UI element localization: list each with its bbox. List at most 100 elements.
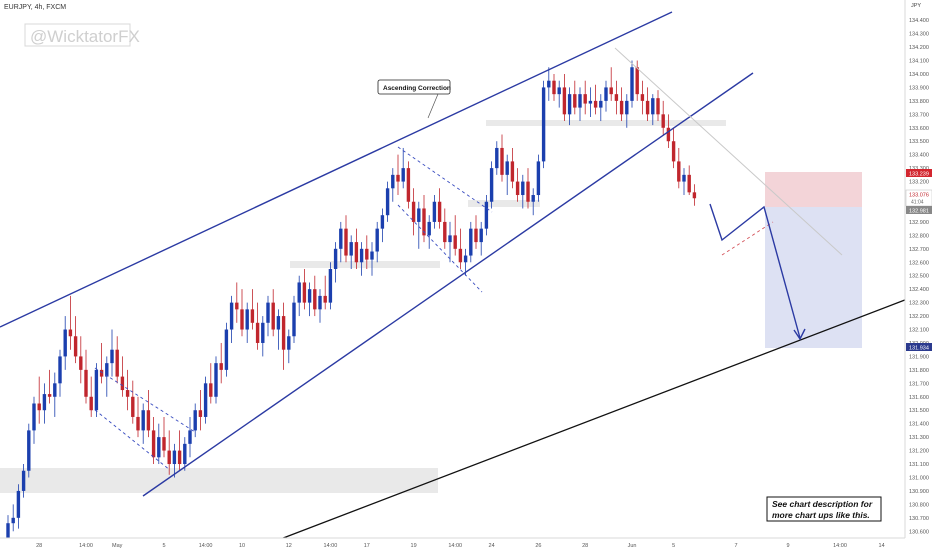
candle <box>292 295 296 343</box>
support-zone-mid <box>290 261 440 268</box>
candle <box>531 188 535 216</box>
price-tick-label: 131.000 <box>909 475 929 481</box>
candle <box>131 380 135 424</box>
candle <box>437 188 442 229</box>
time-tick-label: 10 <box>239 543 245 549</box>
candle <box>401 147 405 189</box>
candle-body <box>261 322 265 343</box>
candle <box>323 275 327 310</box>
candle <box>422 195 426 243</box>
candle-body <box>136 416 140 431</box>
candle-body <box>245 309 249 330</box>
candle <box>318 289 322 323</box>
time-tick-label: 17 <box>364 543 370 549</box>
candle <box>463 248 468 276</box>
candle-body <box>89 396 93 411</box>
candle <box>406 161 411 209</box>
candle <box>250 289 255 330</box>
candle-body <box>209 383 213 397</box>
candle <box>380 208 385 243</box>
time-tick-label: 14:00 <box>199 543 213 549</box>
candle-body <box>214 363 218 397</box>
candle <box>630 60 634 108</box>
candle-body <box>276 316 281 330</box>
support-zone-low <box>0 468 438 493</box>
candle-body <box>463 255 468 263</box>
support-trendline[interactable] <box>277 297 911 541</box>
candle <box>495 141 499 175</box>
candle-body <box>120 376 125 391</box>
candle <box>448 221 452 263</box>
price-tick-label: 130.900 <box>909 489 929 495</box>
currency-label: JPY <box>911 3 921 9</box>
watermark-text: @WicktatorFX <box>30 27 140 46</box>
time-tick-label: 24 <box>489 543 495 549</box>
flag-1-lower <box>94 409 171 471</box>
candle <box>489 161 494 209</box>
candle-body <box>172 450 177 465</box>
price-tick-label: 134.400 <box>909 18 929 24</box>
candle-body <box>401 168 405 182</box>
price-tick-label: 133.700 <box>909 112 929 118</box>
time-axis[interactable]: 28 14:00 May 5 14:00 10 12 14:00 17 19 14:00 24 26 28… <box>0 537 932 550</box>
channel-upper-line[interactable] <box>0 11 673 328</box>
candle-body <box>229 302 234 330</box>
time-tick-label: 14:00 <box>448 543 462 549</box>
channel-lower-line[interactable] <box>142 72 754 497</box>
candle <box>567 87 572 126</box>
candle <box>339 221 343 263</box>
candle <box>110 329 114 377</box>
price-tick-label: 130.800 <box>909 502 929 508</box>
candle <box>115 336 119 384</box>
note-line-2: more chart ups like this. <box>772 510 870 520</box>
price-tick-label: 133.500 <box>909 139 929 145</box>
time-tick-label: 12 <box>286 543 292 549</box>
candle-body <box>625 100 629 115</box>
price-tick-label: 133.900 <box>909 85 929 91</box>
candle <box>619 87 624 122</box>
price-axis[interactable]: JPY 134.400 134.300 134.200 134.100 134.000 1… <box>904 0 932 538</box>
candle-body <box>541 87 546 162</box>
candle <box>53 372 57 417</box>
candle-body <box>307 289 312 303</box>
candle <box>578 87 582 122</box>
candle <box>391 168 395 202</box>
candle <box>333 242 338 283</box>
candle-body <box>479 228 483 243</box>
candle-body <box>458 248 463 263</box>
time-tick-label: May <box>112 543 123 549</box>
candle-body <box>422 208 426 236</box>
candle-body <box>677 161 681 182</box>
candle-body <box>344 228 348 256</box>
candle <box>573 80 577 115</box>
candle <box>157 423 161 465</box>
candle <box>125 369 130 411</box>
candle-body <box>578 94 582 108</box>
candle <box>375 221 379 263</box>
candle-body <box>79 356 83 370</box>
candle <box>536 154 541 202</box>
projection-dashed-red <box>721 221 774 256</box>
candle <box>510 147 515 189</box>
watermark: @WicktatorFX <box>24 23 140 47</box>
price-tick-label: 133.200 <box>909 180 929 186</box>
badge-entry-bg <box>906 206 932 214</box>
candle-body <box>474 228 478 243</box>
candle <box>677 147 681 189</box>
candle <box>625 94 629 128</box>
candle-body <box>183 443 187 465</box>
candle-body <box>16 490 21 518</box>
price-tick-label: 132.300 <box>909 301 929 307</box>
candle-body <box>531 195 535 202</box>
candle <box>229 295 234 343</box>
badge-entry: 132.981 <box>909 209 929 215</box>
price-tick-label: 134.000 <box>909 72 929 78</box>
candle <box>359 242 364 276</box>
time-tick-label: 19 <box>411 543 417 549</box>
candle <box>541 80 546 169</box>
candle <box>687 165 691 196</box>
candle <box>99 342 104 384</box>
price-tick-label: 131.900 <box>909 354 929 360</box>
projection-arrowhead <box>793 328 806 341</box>
